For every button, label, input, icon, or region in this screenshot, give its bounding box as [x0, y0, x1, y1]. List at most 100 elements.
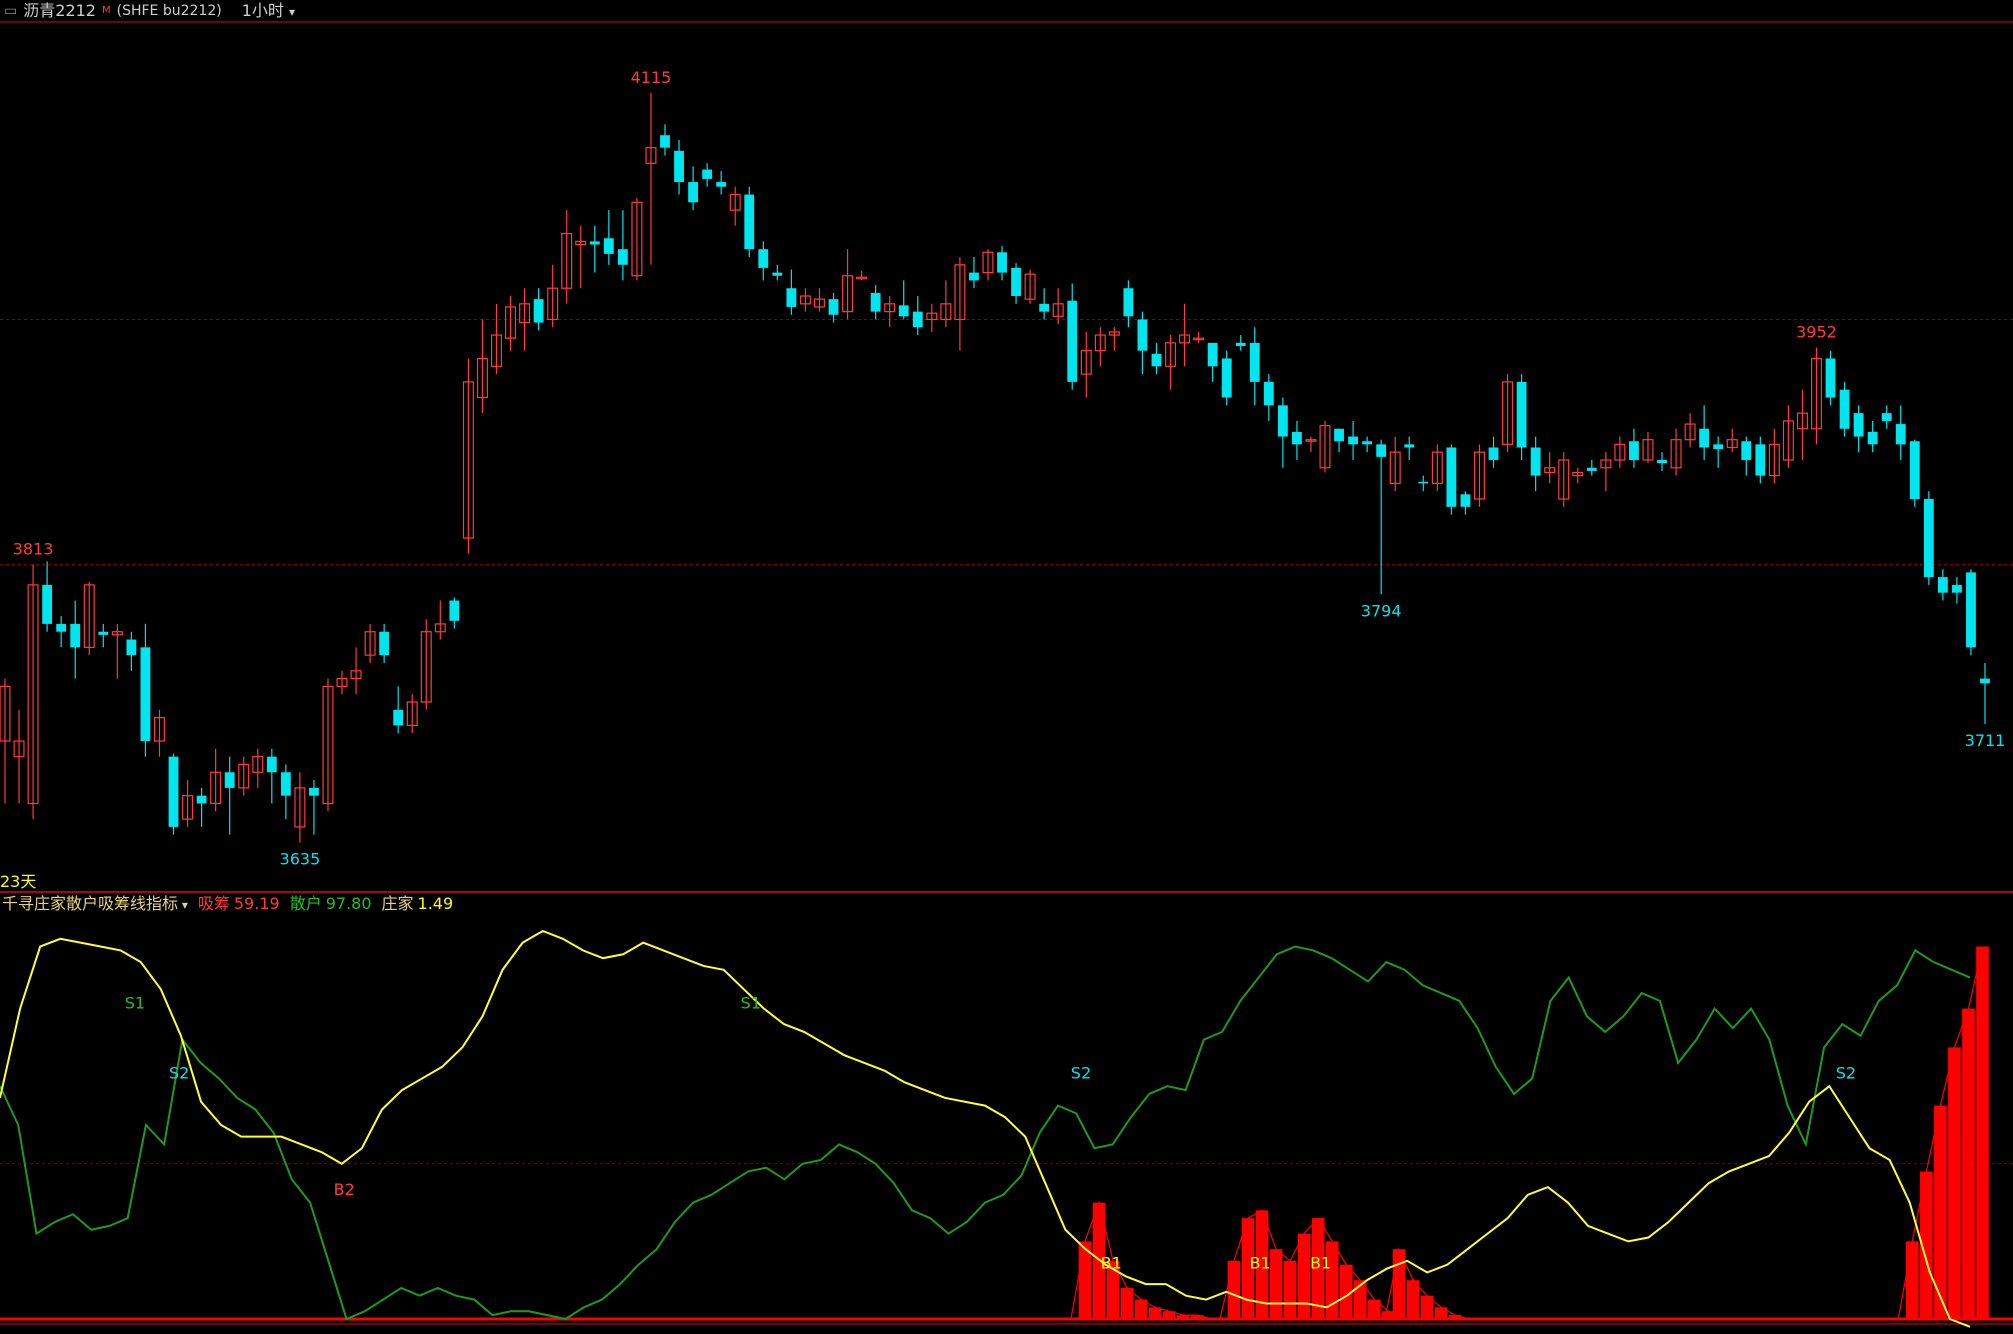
candle: [1755, 436, 1766, 484]
candle-body-down: [140, 647, 151, 742]
absorb-outline: [1897, 946, 1984, 1320]
candle: [266, 748, 277, 804]
candle: [997, 246, 1007, 281]
candle-body-up: [505, 306, 517, 339]
candle: [1558, 452, 1570, 507]
candle-body-up: [729, 193, 741, 211]
candle: [1376, 439, 1387, 595]
candle-body-down: [1277, 405, 1288, 437]
candle: [140, 623, 151, 757]
candle-body-down: [1376, 444, 1387, 457]
candle: [505, 296, 517, 351]
candle: [1123, 280, 1134, 328]
candle-body-up: [1165, 342, 1177, 367]
candle-body-down: [603, 238, 614, 254]
candle-body-down: [266, 756, 277, 773]
candle-body-up: [406, 701, 418, 727]
candle-body-down: [758, 249, 769, 268]
candle-body-down: [1839, 389, 1850, 429]
candle-body-down: [1123, 288, 1134, 317]
candle-body-down: [1952, 584, 1962, 593]
candle-body-down: [1249, 342, 1260, 382]
candle: [126, 631, 137, 671]
candle-body-up: [1572, 471, 1584, 477]
candle: [1151, 342, 1162, 375]
absorb-bar: [1148, 1307, 1162, 1319]
candle: [912, 296, 923, 336]
candle-body-up: [1193, 337, 1205, 341]
candle: [716, 171, 727, 195]
candle: [364, 623, 376, 663]
signal-label: S2: [169, 1063, 189, 1082]
absorb-bar: [1297, 1233, 1311, 1319]
candle: [490, 303, 503, 375]
candle-body-down: [1263, 381, 1274, 406]
candle-body-up: [476, 357, 488, 399]
candle-body-up: [350, 670, 362, 680]
candle-body-down: [772, 272, 783, 276]
candle-body-down: [617, 249, 628, 265]
candle-body-down: [744, 194, 755, 250]
candle: [280, 764, 291, 820]
chevron-down-icon: ▾: [178, 898, 188, 912]
candle: [856, 271, 868, 281]
candle: [1629, 428, 1639, 468]
candle-body-down: [224, 772, 235, 788]
absorb-bars: [0, 946, 2013, 1321]
price-annotations: 3813 3635 4115 3794 3952 3711: [13, 68, 2006, 868]
candle: [393, 686, 404, 734]
absorb-bar: [1920, 1171, 1933, 1319]
candle-body-down: [1151, 353, 1162, 367]
candle: [969, 256, 979, 289]
candle: [813, 288, 825, 312]
candle-body-down: [1895, 424, 1906, 445]
candle-body-down: [1867, 431, 1878, 445]
candle-body-down: [1966, 572, 1976, 648]
retail-value: 97.80: [325, 894, 372, 913]
candle: [1572, 467, 1584, 484]
candle: [1473, 444, 1485, 507]
candle: [1165, 335, 1177, 390]
absorb-bar: [1255, 1210, 1269, 1319]
candle: [1741, 436, 1752, 476]
candle: [982, 249, 994, 281]
candle: [898, 280, 909, 320]
candle: [309, 780, 319, 835]
candle: [1952, 577, 1962, 604]
signal-label: S2: [1836, 1063, 1856, 1082]
candle-body-up: [1108, 331, 1120, 336]
candle: [589, 225, 600, 273]
candle: [1080, 331, 1092, 398]
absorb-bar: [1190, 1315, 1204, 1319]
indicator-lines: [0, 929, 1971, 1328]
candle-body-down: [1039, 303, 1050, 312]
candle: [603, 210, 614, 265]
signal-label: S1: [741, 994, 761, 1013]
candle-body-down: [1741, 441, 1752, 460]
price-label: 3813: [13, 540, 54, 559]
candle-body-up: [1052, 303, 1064, 317]
candle-body-down: [1530, 447, 1541, 476]
candle-body-up: [1642, 439, 1654, 461]
candle-body-down: [912, 311, 923, 328]
period-selector[interactable]: 1小时 ▾: [241, 0, 295, 20]
candle: [1502, 374, 1514, 453]
candle: [1980, 662, 1990, 724]
absorb-bar: [1325, 1241, 1339, 1319]
candle-body-down: [393, 709, 404, 726]
candle-body-down: [1657, 459, 1667, 464]
candle: [1895, 405, 1906, 460]
candle-body-down: [997, 252, 1007, 273]
absorb-bar: [1120, 1287, 1134, 1319]
candle: [1614, 436, 1626, 468]
candle-body-down: [1207, 342, 1218, 367]
absorb-bar: [1283, 1260, 1297, 1319]
candle: [660, 124, 670, 156]
candle-body-down: [533, 299, 544, 323]
candle: [252, 748, 264, 788]
candle: [702, 163, 713, 187]
menu-icon[interactable]: ▭: [4, 3, 18, 19]
indicator-name[interactable]: 千寻庄家散户吸筹线指标 ▾: [2, 894, 188, 913]
candle-body-up: [1726, 439, 1738, 449]
